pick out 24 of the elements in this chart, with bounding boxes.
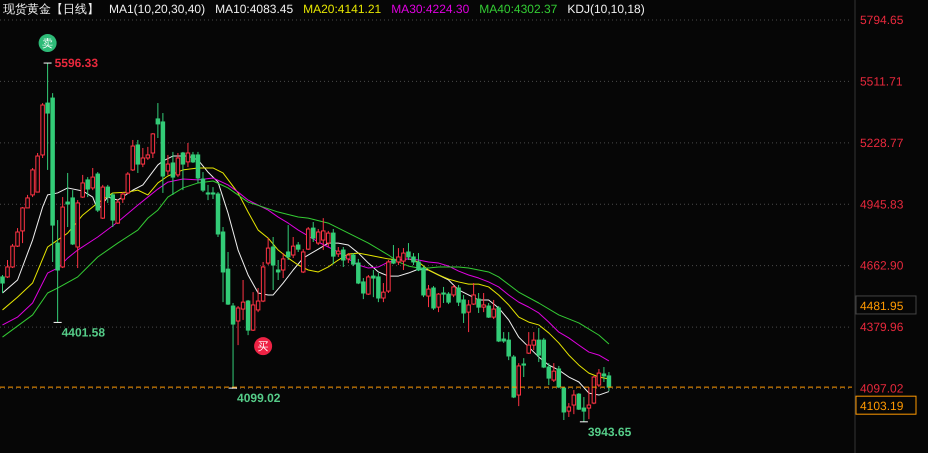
y-tick-label: 5511.71 — [860, 74, 903, 88]
y-tick-label: 5228.77 — [860, 136, 904, 150]
y-tick-label: 4662.90 — [860, 258, 904, 273]
annotation: 3943.65 — [588, 424, 632, 439]
y-tick-label: 5794.65 — [860, 13, 904, 27]
y-tick-label: 4097.02 — [860, 382, 904, 396]
ref-line-label: 4103.19 — [860, 399, 904, 414]
signal: 买 — [254, 337, 272, 356]
text: MA10:4083.45 — [215, 2, 294, 16]
y-tick-label: 4945.83 — [860, 197, 904, 212]
chart-title: 现货黄金【日线】 — [3, 2, 99, 16]
annotation: 买 — [258, 341, 269, 354]
text: MA1(10,20,30,40) — [109, 2, 206, 16]
annotation: 卖 — [42, 37, 54, 50]
annotation: 4099.02 — [237, 391, 281, 406]
annotation: 5596.33 — [54, 56, 98, 70]
text: MA20:4141.21 — [303, 2, 382, 16]
text: MA40:4302.37 — [479, 2, 558, 16]
y-tick-label: 4379.96 — [860, 320, 904, 334]
annotation: 4401.58 — [62, 325, 106, 340]
text: KDJ(10,10,18) — [567, 2, 645, 16]
text: MA30:4224.30 — [391, 2, 470, 16]
signal: 卖 — [38, 34, 57, 52]
text: 4481.95 — [860, 298, 904, 313]
